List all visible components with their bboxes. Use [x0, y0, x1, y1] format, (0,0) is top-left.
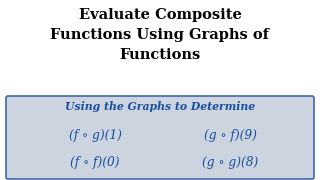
Text: (g ∘ g)(8): (g ∘ g)(8) — [202, 156, 258, 169]
Text: (f ∘ f)(0): (f ∘ f)(0) — [70, 156, 120, 169]
Text: Evaluate Composite: Evaluate Composite — [79, 8, 241, 22]
FancyBboxPatch shape — [6, 96, 314, 179]
Text: Functions: Functions — [119, 48, 201, 62]
Text: Using the Graphs to Determine: Using the Graphs to Determine — [65, 101, 255, 112]
Text: (f ∘ g)(1): (f ∘ g)(1) — [68, 129, 121, 142]
Text: (g ∘ f)(9): (g ∘ f)(9) — [204, 129, 256, 142]
Text: Functions Using Graphs of: Functions Using Graphs of — [51, 28, 269, 42]
